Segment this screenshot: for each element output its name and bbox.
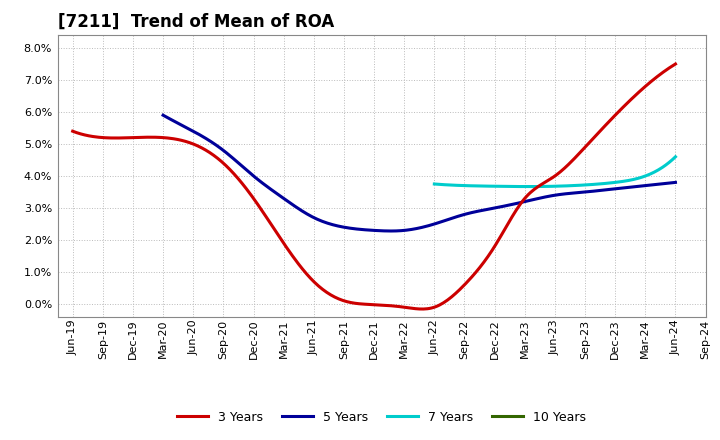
Legend: 3 Years, 5 Years, 7 Years, 10 Years: 3 Years, 5 Years, 7 Years, 10 Years <box>172 406 591 429</box>
Text: [7211]  Trend of Mean of ROA: [7211] Trend of Mean of ROA <box>58 13 334 31</box>
